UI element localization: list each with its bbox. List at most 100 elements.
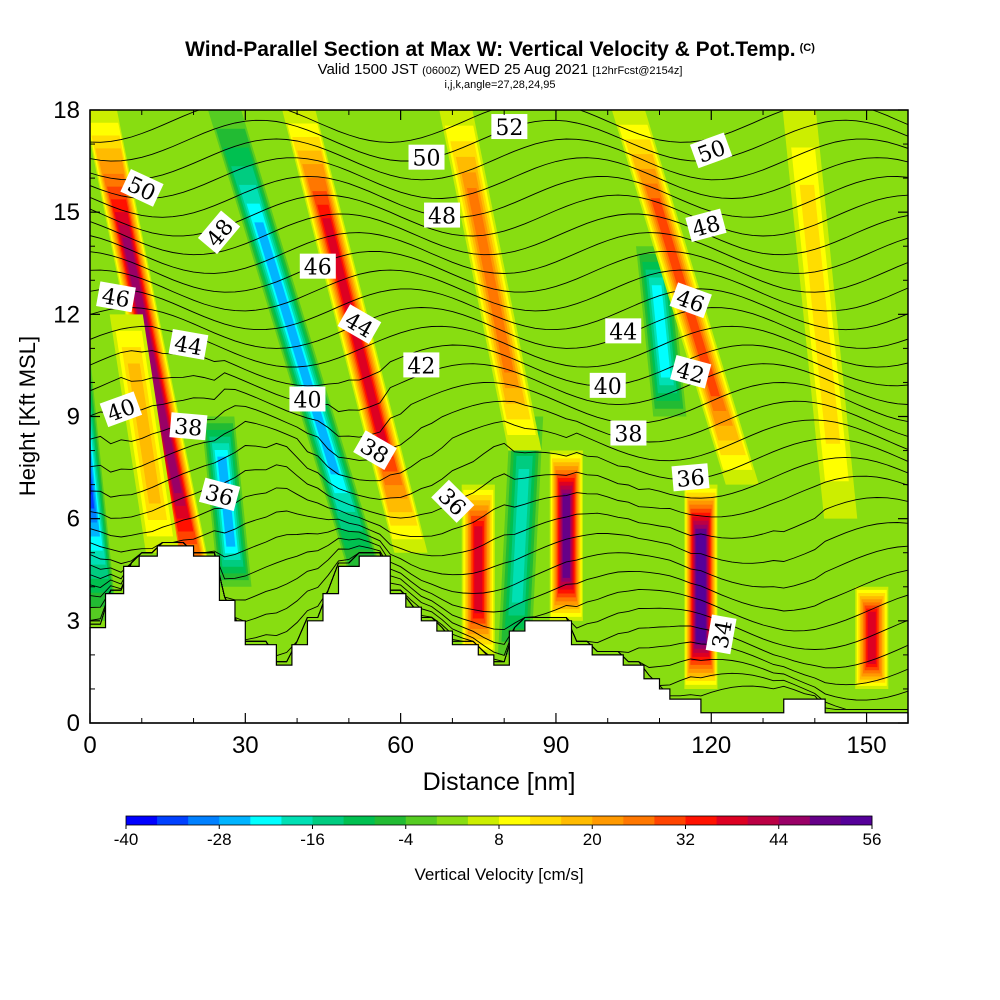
contour-label-bg [299, 253, 336, 279]
y-tick-label: 3 [67, 608, 80, 635]
contour-label-bg [669, 282, 712, 319]
isentrope-line [90, 363, 908, 413]
velocity-band [511, 468, 530, 603]
colorbar-swatch [343, 816, 376, 825]
colorbar-tick-label: 20 [583, 830, 602, 849]
y-tick-label: 15 [53, 199, 80, 226]
x-tick-label: 90 [543, 732, 570, 759]
y-tick-label: 6 [67, 506, 80, 533]
contour-labels: 5048464440383646404438504842365244403850… [96, 114, 738, 655]
contour-label: 36 [198, 477, 241, 512]
contour-label-bg [408, 144, 445, 170]
velocity-band [90, 480, 92, 495]
colorbar-tick-label: -16 [300, 830, 325, 849]
forecast-info: [12hrFcst@2154z] [592, 65, 683, 77]
contour-label: 40 [589, 372, 626, 400]
contour-label-bg [198, 477, 241, 512]
contour-label-bg [431, 479, 475, 523]
colorbar-swatch [281, 816, 313, 825]
velocity-band [474, 526, 483, 614]
colorbar-swatch [374, 816, 407, 825]
grid-params: i,j,k,angle=27,28,24,95 [444, 79, 556, 91]
contour-label-text: 52 [495, 116, 523, 141]
colorbar-tick-label: 32 [676, 830, 695, 849]
valid-date: WED 25 Aug 2021 [464, 61, 589, 78]
colorbar-tick-label: -4 [398, 830, 413, 849]
contour-label-text: 42 [407, 354, 435, 379]
velocity-band [867, 611, 876, 664]
colorbar-swatch [250, 816, 282, 825]
contour-label-bg [99, 391, 143, 428]
colorbar-swatch [157, 816, 189, 825]
contour-label-bg [610, 420, 647, 446]
isentrope-line [90, 175, 908, 218]
colorbar-swatch [312, 816, 344, 825]
isentrope-line [90, 213, 908, 256]
contour-label-bg [705, 614, 737, 655]
isentrope-line [90, 344, 908, 387]
x-tick-label: 30 [232, 732, 259, 759]
colorbar-swatch [126, 816, 158, 825]
contour-label: 52 [491, 114, 528, 141]
contour-label-bg [289, 386, 326, 412]
valid-time: Valid 1500 JST [317, 61, 418, 78]
x-tick-label: 150 [847, 732, 887, 759]
isentrope-line [90, 250, 908, 293]
velocity-band [466, 188, 514, 373]
isentrope-line [90, 438, 908, 500]
colorbar-swatch [436, 816, 469, 825]
contour-label: 38 [169, 412, 208, 442]
contour-label-text: 34 [708, 619, 737, 651]
contour-label: 34 [705, 614, 738, 655]
chart-title: Wind-Parallel Section at Max W: Vertical… [185, 38, 796, 61]
copyright-mark: (C) [799, 42, 815, 54]
colorbar-swatch [219, 816, 251, 825]
contour-label-text: 44 [172, 332, 204, 361]
isentrope-line [90, 232, 908, 274]
velocity-band [562, 493, 570, 578]
colorbar-tick-label: -40 [114, 830, 139, 849]
contour-label-text: 46 [100, 284, 132, 313]
colorbar-tick-label: 8 [494, 830, 503, 849]
contour-label-bg [589, 372, 626, 398]
colorbar-swatch [747, 816, 780, 825]
contour-label: 44 [605, 318, 642, 345]
contour-label-text: 48 [428, 205, 456, 230]
contour-label-bg [403, 352, 440, 378]
contour-label-text: 44 [609, 320, 637, 345]
contour-label-text: 50 [413, 147, 441, 172]
contour-label-bg [670, 355, 712, 389]
contour-label-text: 46 [304, 256, 332, 281]
contour-label-bg [353, 430, 397, 470]
colorbar-label: Vertical Velocity [cm/s] [414, 865, 583, 884]
isentrope-line [90, 110, 908, 143]
isentrope-line [90, 382, 908, 438]
terrain-profile [89, 545, 909, 724]
isentrope-line [90, 288, 908, 331]
contour-label: 38 [610, 420, 647, 448]
contour-label: 42 [403, 352, 440, 379]
colorbar-swatch [654, 816, 686, 825]
utc-time: (0600Z) [422, 65, 461, 77]
contour-label-bg [169, 412, 208, 441]
velocity-band [90, 466, 95, 509]
colorbar-tick-label: -28 [207, 830, 232, 849]
isentrope-line [90, 138, 908, 181]
colorbar-swatch [809, 816, 842, 825]
contour-label-bg [689, 132, 733, 169]
contour-label-bg [168, 329, 209, 360]
contour-label-text: 36 [676, 466, 706, 493]
contour-label: 46 [299, 253, 336, 281]
y-tick-label: 9 [67, 404, 80, 431]
y-tick-label: 0 [67, 710, 80, 737]
chart-subtitle: Valid 1500 JST (0600Z) WED 25 Aug 2021 [… [0, 62, 1000, 79]
chart-title-block: Wind-Parallel Section at Max W: Vertical… [0, 36, 1000, 91]
isentrope-line [90, 456, 908, 519]
velocity-field [90, 110, 889, 689]
x-axis: 0 30 60 90 120 150 [83, 110, 887, 759]
isentrope-line [90, 325, 908, 368]
colorbar-swatch [499, 816, 531, 825]
colorbar-tick-label: 56 [863, 830, 882, 849]
